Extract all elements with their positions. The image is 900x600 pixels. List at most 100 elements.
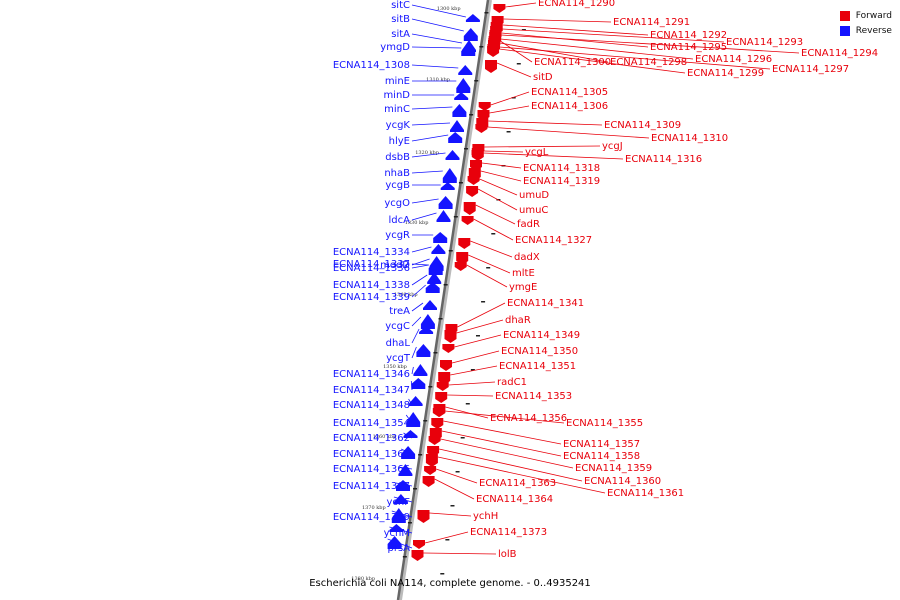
- forward-gene-label: ECNA114_1361: [607, 488, 684, 499]
- forward-gene-body: [491, 16, 504, 23]
- forward-connector: [488, 120, 603, 126]
- reverse-gene-feature: [387, 536, 402, 544]
- reverse-connector: [408, 398, 413, 406]
- reverse-gene-body: [391, 518, 406, 523]
- reverse-gene-body: [450, 130, 464, 132]
- forward-gene-feature: [467, 181, 480, 185]
- forward-connector: [499, 42, 609, 63]
- axis-mark: [450, 505, 455, 507]
- forward-gene-feature: [444, 339, 457, 343]
- forward-connector: [441, 430, 562, 457]
- reverse-gene-feature: [398, 464, 413, 474]
- reverse-connector: [411, 328, 420, 344]
- reverse-gene-label: ECNA114_1308: [333, 60, 410, 71]
- forward-gene-body: [431, 418, 444, 425]
- reverse-gene-feature: [458, 65, 473, 73]
- axis-mark: [475, 335, 480, 337]
- forward-gene-body: [466, 186, 479, 193]
- reverse-gene-body: [396, 486, 410, 491]
- reverse-gene-label: ECNA114_1369: [333, 512, 410, 523]
- axis-mark: [464, 148, 469, 150]
- reverse-gene-feature: [436, 210, 451, 220]
- axis-mark: [423, 420, 428, 422]
- label-connectors: [387, 2, 800, 555]
- forward-connector: [429, 512, 472, 517]
- forward-gene-body: [432, 408, 445, 413]
- reverse-gene-body: [448, 138, 463, 143]
- reverse-gene-body: [438, 204, 453, 209]
- reverse-connector: [411, 366, 414, 375]
- reverse-gene-label: ECNA114_1362: [333, 433, 410, 444]
- forward-gene-body: [468, 168, 481, 177]
- forward-gene-feature: [413, 545, 425, 549]
- reverse-gene-body: [431, 252, 446, 254]
- forward-gene-feature: [411, 557, 424, 561]
- reverse-connector: [411, 264, 429, 269]
- forward-gene-label: ECNA114_1295: [650, 42, 727, 53]
- forward-gene-body: [487, 46, 500, 53]
- forward-gene-body: [463, 202, 476, 211]
- forward-gene-label: ECNA114_1291: [613, 17, 690, 28]
- reverse-gene-label: dhaL: [386, 338, 411, 349]
- forward-gene-label: ECNA114_1356: [490, 413, 567, 424]
- forward-gene-feature: [454, 267, 467, 271]
- forward-connector: [450, 365, 498, 376]
- forward-gene-body: [444, 330, 457, 339]
- legend-reverse-label: Reverse: [855, 25, 892, 36]
- reverse-gene-label: minE: [385, 76, 410, 87]
- forward-gene-label: ECNA114_1327: [515, 235, 592, 246]
- forward-connector: [499, 48, 686, 74]
- reverse-gene-body: [458, 73, 473, 75]
- forward-gene-feature: [471, 157, 484, 161]
- forward-connector: [423, 552, 497, 555]
- reverse-gene-label: minD: [383, 90, 410, 101]
- reverse-connector: [410, 380, 413, 391]
- reverse-connector: [411, 4, 466, 18]
- reverse-connector: [411, 64, 459, 69]
- forward-gene-feature: [422, 483, 435, 487]
- forward-gene-label: ECNA114_1353: [495, 391, 572, 402]
- forward-gene-label: ECNA114_1296: [695, 54, 772, 65]
- forward-gene-label: ECNA114_1363: [479, 478, 556, 489]
- reverse-gene-label: ldcA: [389, 215, 411, 226]
- reverse-gene-label: treA: [389, 306, 410, 317]
- forward-gene-body: [493, 4, 506, 9]
- axis-mark: [484, 12, 489, 14]
- axis-line: [396, 0, 490, 600]
- scale-tick-label: 1350 kbp: [383, 364, 407, 370]
- forward-connector: [451, 350, 500, 364]
- axis-shadow: [398, 0, 492, 600]
- genome-axis: [396, 0, 492, 600]
- reverse-gene-label: ECNA114_1366: [333, 464, 410, 475]
- forward-gene-label: ECNA114_1357: [563, 439, 640, 450]
- reverse-gene-feature: [428, 262, 443, 270]
- forward-gene-label: ECNA114_1364: [476, 494, 553, 505]
- reverse-connector: [391, 510, 413, 518]
- forward-gene-label: ECNA114_1318: [523, 163, 600, 174]
- forward-connector: [502, 28, 725, 43]
- reverse-gene-body: [387, 544, 402, 549]
- forward-connector: [444, 410, 565, 424]
- forward-gene-label: ECNA114_1349: [503, 330, 580, 341]
- reverse-gene-feature: [419, 326, 434, 332]
- forward-gene-feature: [471, 155, 484, 159]
- forward-connector: [503, 18, 612, 23]
- forward-gene-body: [477, 110, 490, 117]
- reverse-gene-feature: [413, 364, 428, 374]
- forward-connector: [502, 24, 649, 36]
- forward-gene-body: [472, 144, 485, 151]
- axis-mark: [455, 471, 460, 473]
- forward-gene-label: ECNA114_1355: [566, 418, 643, 429]
- forward-gene-label: ECNA114_1359: [575, 463, 652, 474]
- reverse-connector: [393, 496, 413, 503]
- forward-gene-label: ECNA114_1305: [531, 87, 608, 98]
- reverse-gene-body: [445, 158, 460, 160]
- forward-gene-body: [461, 216, 474, 221]
- forward-connector: [437, 456, 606, 494]
- reverse-gene-feature: [416, 344, 431, 352]
- forward-gene-feature: [463, 211, 476, 215]
- reverse-gene-label: modD: [380, 260, 410, 271]
- forward-gene-feature: [428, 441, 441, 445]
- reverse-gene-body: [427, 282, 442, 284]
- forward-gene-label: ECNA114_1309: [604, 120, 681, 131]
